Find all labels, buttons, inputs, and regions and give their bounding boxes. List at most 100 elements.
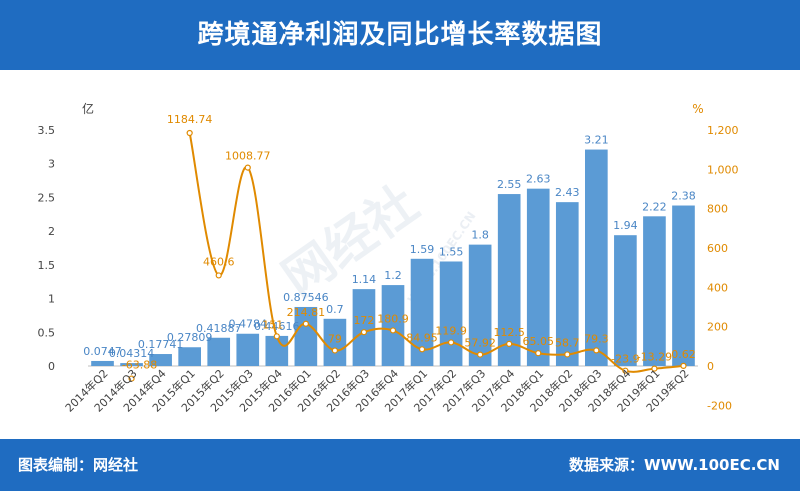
left-tick-label: 3.5 xyxy=(38,124,56,137)
bar-value-label: 1.14 xyxy=(352,273,377,286)
line-point xyxy=(128,375,135,382)
bar-value-label: 1.94 xyxy=(613,219,638,232)
bar-value-label: 0.87546 xyxy=(283,291,329,304)
right-tick-label: 0 xyxy=(707,360,714,373)
bar xyxy=(91,360,114,366)
bar xyxy=(497,194,521,366)
bar-value-label: 2.63 xyxy=(526,173,551,186)
bar-value-label: 1.8 xyxy=(471,229,489,242)
bar-value-label: 1.55 xyxy=(439,245,464,258)
bar-value-label: 1.59 xyxy=(410,243,435,256)
line-point xyxy=(593,347,600,354)
line-value-label: 460.6 xyxy=(203,255,235,268)
bar-value-label: 0.04314 xyxy=(109,347,155,360)
bar xyxy=(352,289,376,366)
line-value-label: 180.9 xyxy=(377,312,409,325)
right-tick-label: 600 xyxy=(707,242,728,255)
line-value-label: 0.62 xyxy=(671,348,696,361)
footer-credit: 图表编制：网经社 xyxy=(18,456,139,474)
bar xyxy=(526,188,550,366)
line-value-label: 65.05 xyxy=(522,335,554,348)
chart-title: 跨境通净利润及同比增长率数据图 xyxy=(197,20,603,50)
line-value-label: 112.5 xyxy=(493,326,525,339)
bar-value-label: 0.17741 xyxy=(138,338,184,351)
bar-value-label: 0.4784 xyxy=(229,318,268,331)
line-value-label: 79.3 xyxy=(584,332,609,345)
line-point xyxy=(302,320,309,327)
bar xyxy=(381,285,405,366)
left-tick-label: 1 xyxy=(48,293,55,306)
line-point xyxy=(331,347,339,354)
bar xyxy=(149,354,172,366)
line-point xyxy=(535,350,542,357)
right-tick-label: 1,200 xyxy=(707,124,739,137)
line-value-label: 79 xyxy=(328,332,342,345)
bar xyxy=(294,306,318,366)
line-point xyxy=(186,129,193,137)
line-point xyxy=(564,351,571,358)
line-point xyxy=(244,164,251,171)
bar xyxy=(555,202,579,366)
line-point xyxy=(418,346,426,353)
left-tick-label: 2 xyxy=(48,225,55,238)
bar-value-label: 2.22 xyxy=(642,200,667,213)
bar xyxy=(672,205,695,366)
bar-value-label: 3.21 xyxy=(584,134,609,147)
right-axis-unit: % xyxy=(692,102,703,116)
bar-value-label: 1.2 xyxy=(384,269,402,282)
bar xyxy=(236,333,260,366)
bar-value-label: 0.0747 xyxy=(83,345,122,358)
bar xyxy=(207,337,231,366)
footer-source: 数据来源：WWW.100EC.CN xyxy=(569,456,780,474)
line-value-label: 57.92 xyxy=(464,337,496,350)
bar xyxy=(643,216,666,366)
bar xyxy=(323,318,347,366)
left-tick-label: 3 xyxy=(48,158,55,171)
bar xyxy=(585,149,608,366)
bar-value-label: 2.55 xyxy=(497,178,522,191)
x-axis-labels: 2014年Q22014年Q32014年Q42015年Q12015年Q22015年… xyxy=(62,366,691,415)
left-axis-unit: 亿 xyxy=(82,101,94,116)
line-value-label: 151 xyxy=(262,318,283,331)
axes: 0 0.5 1 1.5 2 2.5 3 3.5 亿 -200 0 200 400 600 800 1,000 1… xyxy=(38,101,739,412)
line-point xyxy=(680,362,687,369)
bar-value-label: 0.44616 xyxy=(254,320,300,333)
left-tick-label: 0 xyxy=(48,360,55,373)
header-banner: 跨境通净利润及同比增长率数据图 xyxy=(0,0,800,70)
left-tick-label: 2.5 xyxy=(38,191,56,204)
bar xyxy=(439,261,463,366)
bar xyxy=(614,235,637,366)
line-value-label: -63.88 xyxy=(122,359,157,372)
bar xyxy=(120,363,143,366)
bar xyxy=(178,347,201,366)
left-tick-label: 1.5 xyxy=(38,259,56,272)
left-tick-label: 0.5 xyxy=(38,326,56,339)
growth-line-series xyxy=(128,129,687,382)
bar xyxy=(265,335,289,366)
right-tick-label: 1,000 xyxy=(707,163,739,176)
right-tick-label: 800 xyxy=(707,203,728,216)
bar-labels: 0.07470.043140.177410.278090.418870.4784… xyxy=(83,134,695,361)
watermark-logo: 网经社 xyxy=(272,174,428,308)
line-point xyxy=(622,367,629,374)
bar-value-label: 0.7 xyxy=(326,303,344,316)
bar-value-label: 0.41887 xyxy=(196,322,242,335)
chart-area: 网经社 WWW.100EC.CN 0 0.5 1 1.5 2 2.5 3 3.5 亿 -200 0 20… xyxy=(0,70,800,439)
footer-banner: 图表编制：网经社 数据来源：WWW.100EC.CN xyxy=(0,439,800,491)
line-value-label: 172 xyxy=(353,314,374,327)
line-value-label: 119.9 xyxy=(435,324,467,337)
right-tick-label: 400 xyxy=(707,281,728,294)
line-value-label: 58.7 xyxy=(555,336,580,349)
bar-value-label: 2.38 xyxy=(671,190,696,203)
bar-value-label: 2.43 xyxy=(555,186,580,199)
bar-value-label: 0.27809 xyxy=(167,331,213,344)
line-value-label: 214.81 xyxy=(287,306,326,319)
line-value-label: 1184.74 xyxy=(167,113,213,126)
line-point xyxy=(389,327,397,334)
line-value-label: -13.29 xyxy=(637,351,672,364)
line-point xyxy=(273,333,280,340)
bar xyxy=(410,258,434,366)
bar xyxy=(468,244,492,366)
